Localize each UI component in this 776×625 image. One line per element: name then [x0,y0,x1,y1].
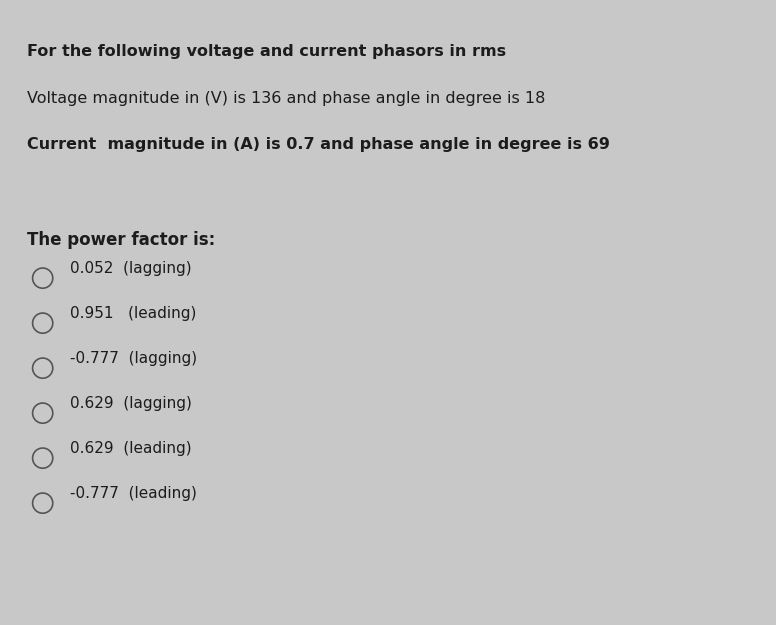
Text: Voltage magnitude in (V) is 136 and phase angle in degree is 18: Voltage magnitude in (V) is 136 and phas… [27,91,546,106]
Text: 0.951   (leading): 0.951 (leading) [70,306,196,321]
Text: -0.777  (leading): -0.777 (leading) [70,486,196,501]
Text: 0.629  (leading): 0.629 (leading) [70,441,192,456]
Text: 0.629  (lagging): 0.629 (lagging) [70,396,192,411]
Text: Current  magnitude in (A) is 0.7 and phase angle in degree is 69: Current magnitude in (A) is 0.7 and phas… [27,138,610,152]
Text: 0.052  (lagging): 0.052 (lagging) [70,261,192,276]
Text: The power factor is:: The power factor is: [27,231,216,249]
Text: -0.777  (lagging): -0.777 (lagging) [70,351,197,366]
Text: For the following voltage and current phasors in rms: For the following voltage and current ph… [27,44,506,59]
